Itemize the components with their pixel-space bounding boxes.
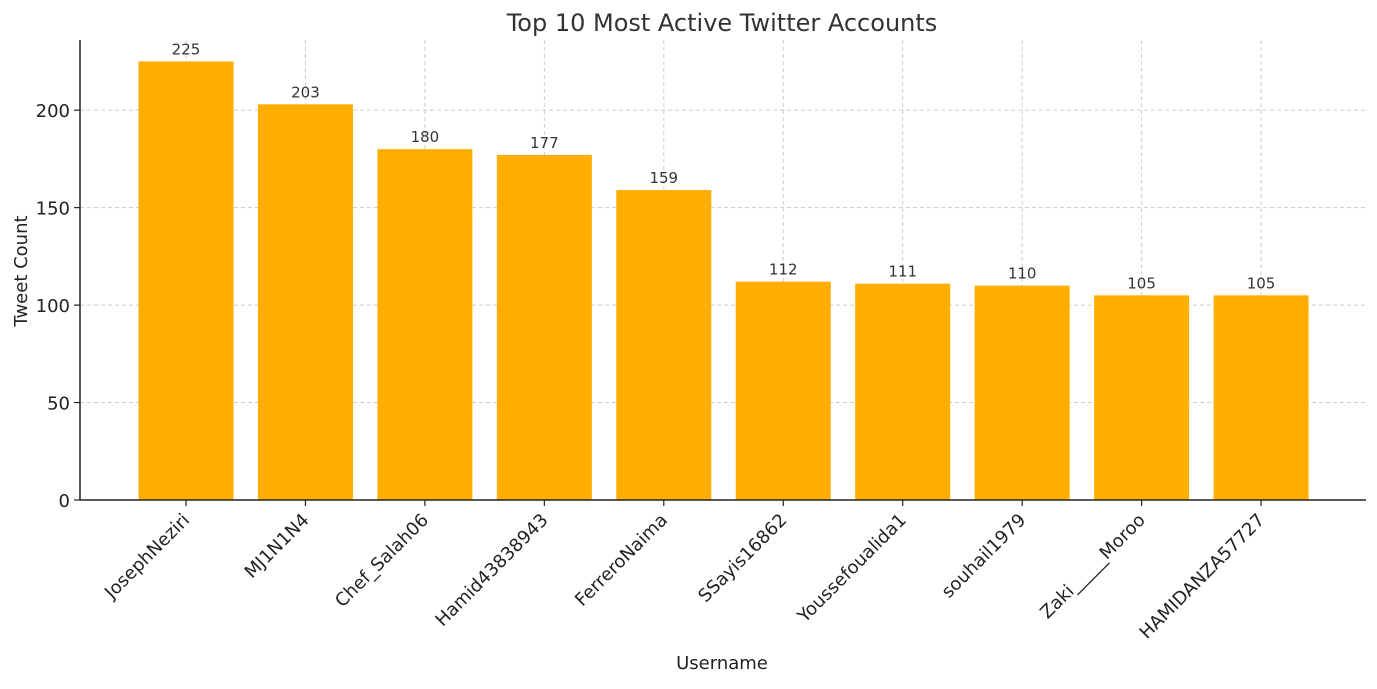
bars-group [138,61,1309,501]
x-tick-label: FerreroNaima [571,510,672,611]
x-tick-label: Zaki_____Moroo [1036,510,1149,623]
chart-title: Top 10 Most Active Twitter Accounts [506,9,938,37]
bar-value-label: 112 [769,261,798,279]
y-tick-label: 150 [36,199,70,220]
bar [616,190,712,500]
y-tick-label: 100 [36,296,70,317]
bar-value-label: 180 [411,128,440,146]
bar-value-label: 225 [172,40,201,58]
x-tick-label: Hamid43838943 [431,510,552,631]
bar-value-label: 105 [1247,274,1276,292]
x-tick-label: Youssefoualida1 [793,510,911,628]
x-tick-label: souhail1979 [938,510,1031,603]
bar-value-label: 110 [1008,265,1037,283]
y-tick-label: 50 [47,394,70,415]
y-axis-label: Tweet Count [11,215,32,327]
x-tick-label: JosephNeziri [100,510,194,604]
bar-value-label: 111 [888,263,917,281]
x-tick-label: MJ1N1N4 [241,510,314,583]
bar-value-label: 159 [649,169,678,187]
data-labels-group: 225 203 180 177 159 112 111 110 105 105 [172,40,1276,292]
bar [377,149,473,501]
bar [974,285,1070,500]
bar [735,281,831,500]
y-tick-label: 0 [59,491,70,512]
x-tick-label: HAMIDANZA57727 [1136,510,1270,644]
bar [1094,295,1190,500]
bar [855,283,951,500]
x-tick-label: Chef_Salah06 [331,510,433,612]
y-tick-label: 200 [36,101,70,122]
bar-value-label: 177 [530,134,559,152]
bar-value-label: 203 [291,83,320,101]
axes-group [79,40,1366,501]
bar [1213,295,1309,500]
bar-value-label: 105 [1127,274,1156,292]
bar [496,155,592,500]
bar [257,104,353,501]
bar [138,61,234,501]
x-tick-label: SSayis16862 [694,510,791,607]
x-axis-label: Username [676,653,768,674]
